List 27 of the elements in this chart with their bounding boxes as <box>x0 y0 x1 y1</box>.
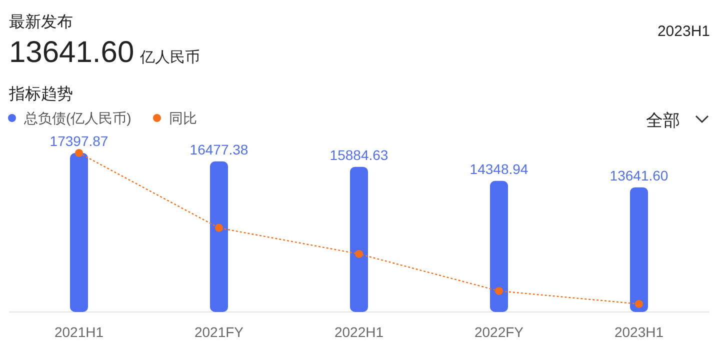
x-tick-label: 2022FY <box>474 324 524 340</box>
text: 2023H1 <box>657 23 710 40</box>
data-label: 15884.63 <box>330 146 388 163</box>
point <box>355 250 363 258</box>
bar <box>210 161 228 312</box>
point <box>215 224 223 232</box>
chart-title: 最新发布 <box>9 13 73 31</box>
data-label: 16477.38 <box>190 141 248 158</box>
legend-label: 同比 <box>169 110 197 126</box>
text: 全部 <box>646 111 680 130</box>
data-label: 14348.94 <box>470 160 528 177</box>
x-tick-label: 2021FY <box>194 324 244 340</box>
bar <box>70 153 88 312</box>
point <box>75 148 83 157</box>
data-label: 17397.87 <box>50 133 108 149</box>
bar <box>350 166 368 312</box>
legend-label: 总负债(亿人民币) <box>23 110 132 126</box>
x-tick-label: 2021H1 <box>54 324 104 340</box>
bar <box>490 180 508 312</box>
point <box>635 300 643 308</box>
x-tick-label: 2023H1 <box>614 324 664 340</box>
text: 指标趋势 <box>8 85 73 103</box>
chart-subtitle: 13641.60 亿人民币 <box>9 36 200 69</box>
x-tick-label: 2022H1 <box>334 324 384 340</box>
data-label: 13641.60 <box>610 167 668 184</box>
point <box>495 286 503 295</box>
bar <box>630 187 648 312</box>
